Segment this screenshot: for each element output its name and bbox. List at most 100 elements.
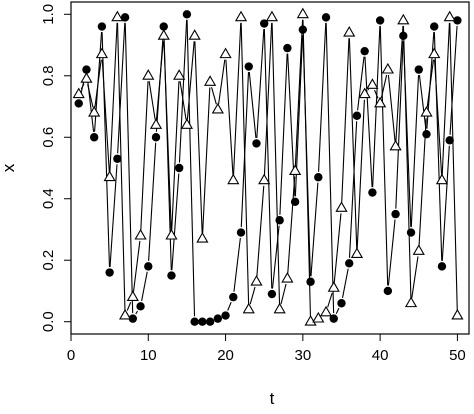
data-point-triangle bbox=[95, 47, 109, 59]
data-point-circle bbox=[260, 19, 269, 28]
series-segment bbox=[379, 25, 389, 286]
series-segment bbox=[387, 75, 396, 142]
series-segment bbox=[171, 173, 180, 271]
y-axis: 0.0 0.2 0.4 0.6 0.8 1.0 bbox=[40, 4, 71, 332]
x-tick-label: 30 bbox=[295, 347, 312, 364]
series-segment bbox=[256, 185, 265, 277]
series-segment bbox=[395, 25, 404, 142]
series-segment bbox=[178, 19, 188, 163]
data-point-triangle bbox=[80, 72, 93, 83]
series-segment bbox=[357, 56, 365, 111]
data-point-circle bbox=[82, 65, 91, 74]
series-segment bbox=[327, 292, 333, 308]
data-point-circle bbox=[128, 314, 138, 323]
data-point-triangle bbox=[227, 173, 240, 185]
series-segment bbox=[186, 19, 196, 317]
series-segment bbox=[333, 213, 342, 283]
data-point-triangle bbox=[397, 13, 410, 25]
series-segment bbox=[387, 219, 396, 286]
data-point-triangle bbox=[196, 232, 209, 243]
data-point-circle bbox=[360, 46, 369, 56]
plot-frame bbox=[70, 1, 470, 335]
series-segment bbox=[402, 25, 412, 298]
series-segment bbox=[135, 310, 139, 315]
data-point-triangle bbox=[451, 308, 464, 320]
data-point-triangle bbox=[358, 87, 371, 99]
series-segment bbox=[348, 121, 358, 258]
data-point-circle bbox=[337, 299, 346, 308]
series-segment bbox=[140, 81, 149, 231]
data-point-triangle bbox=[118, 308, 132, 320]
data-point-triangle bbox=[157, 29, 170, 40]
series-layer bbox=[72, 7, 464, 326]
series-segment bbox=[248, 71, 257, 138]
data-point-triangle bbox=[412, 244, 425, 255]
data-point-circle bbox=[453, 16, 462, 25]
series-segment bbox=[194, 41, 203, 234]
series-segment bbox=[426, 59, 435, 108]
data-point-circle bbox=[105, 268, 114, 277]
data-point-circle bbox=[190, 317, 199, 326]
series-segment bbox=[441, 145, 450, 261]
series-segment bbox=[348, 38, 358, 249]
data-point-circle bbox=[422, 129, 431, 139]
data-point-circle bbox=[437, 262, 447, 271]
data-point-triangle bbox=[142, 69, 155, 80]
series-segment bbox=[280, 283, 287, 305]
series-segment bbox=[449, 22, 458, 311]
data-point-circle bbox=[430, 22, 439, 31]
data-point-circle bbox=[151, 133, 161, 142]
series-segment bbox=[141, 271, 148, 302]
y-tick-label: 0.2 bbox=[40, 250, 57, 271]
series-segment bbox=[240, 22, 250, 304]
data-point-triangle bbox=[72, 87, 85, 99]
series-segment bbox=[263, 22, 273, 175]
data-point-circle bbox=[383, 286, 393, 296]
series-segment bbox=[124, 22, 134, 314]
data-point-triangle bbox=[111, 10, 124, 22]
data-point-triangle bbox=[134, 228, 147, 240]
series-segment bbox=[325, 22, 335, 314]
series-segment bbox=[171, 81, 180, 231]
series-segment bbox=[364, 56, 373, 188]
data-point-triangle bbox=[273, 302, 286, 314]
data-point-circle bbox=[414, 65, 423, 74]
data-point-triangle bbox=[374, 96, 387, 108]
data-point-triangle bbox=[420, 105, 433, 117]
data-point-triangle bbox=[296, 7, 309, 19]
y-tick-label: 0.0 bbox=[40, 311, 57, 332]
x-tick-label: 20 bbox=[217, 347, 234, 364]
data-point-triangle bbox=[443, 10, 456, 22]
data-point-circle bbox=[221, 311, 230, 320]
series-segment bbox=[263, 29, 273, 289]
series-segment bbox=[211, 87, 217, 105]
data-point-circle bbox=[213, 314, 223, 323]
series-segment bbox=[410, 75, 420, 228]
series-segment bbox=[279, 53, 288, 215]
series-segment bbox=[411, 256, 419, 298]
data-point-circle bbox=[368, 188, 377, 197]
data-point-triangle bbox=[165, 228, 178, 240]
data-point-triangle bbox=[126, 290, 139, 302]
series-segment bbox=[233, 237, 241, 292]
series-2 bbox=[72, 7, 464, 326]
series-segment bbox=[179, 81, 187, 120]
data-point-triangle bbox=[258, 173, 271, 185]
data-point-circle bbox=[89, 133, 99, 142]
data-point-circle bbox=[306, 277, 315, 286]
series-segment bbox=[310, 182, 319, 277]
y-tick-label: 0.6 bbox=[40, 127, 57, 148]
series-segment bbox=[335, 307, 340, 314]
series-segment bbox=[202, 87, 211, 234]
data-point-triangle bbox=[289, 164, 302, 175]
y-tick-label: 1.0 bbox=[40, 4, 57, 25]
series-segment bbox=[418, 118, 427, 246]
data-point-circle bbox=[136, 302, 145, 311]
data-point-triangle bbox=[250, 275, 263, 286]
data-point-circle bbox=[283, 43, 292, 53]
data-point-triangle bbox=[103, 170, 116, 182]
data-point-triangle bbox=[188, 29, 201, 40]
data-point-triangle bbox=[435, 173, 449, 185]
data-point-triangle bbox=[350, 247, 364, 258]
